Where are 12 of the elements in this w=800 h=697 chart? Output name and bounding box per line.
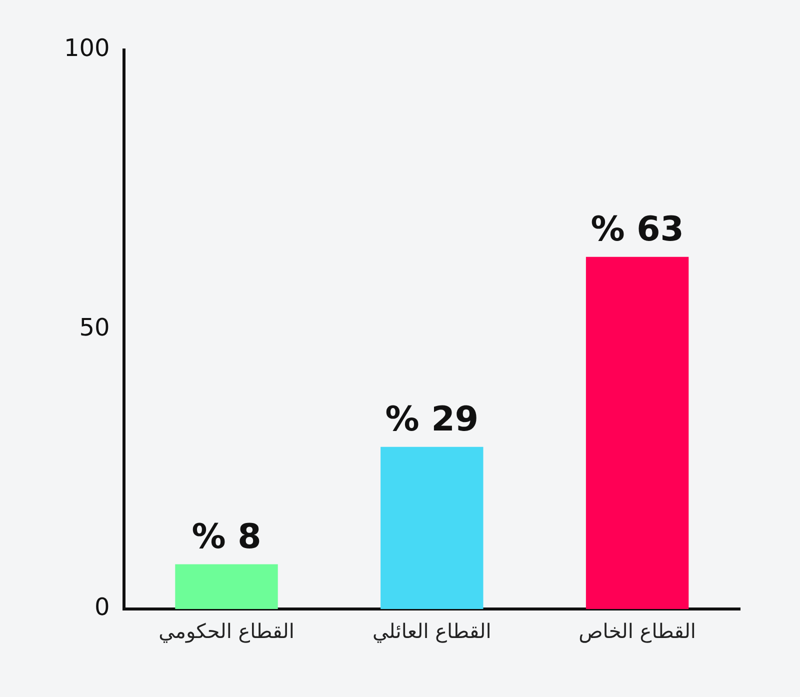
bar (380, 446, 484, 609)
y-tick-label: 100 (64, 34, 110, 62)
data-label: % 29 (385, 400, 479, 440)
x-tick-label: القطاع الحكومي (158, 619, 294, 644)
bar (175, 564, 278, 609)
bar (586, 256, 689, 609)
data-label: % 63 (590, 210, 684, 250)
x-tick-label: القطاع العائلي (372, 619, 492, 644)
y-tick-label: 50 (79, 314, 110, 342)
x-tick-label: القطاع الخاص (578, 619, 696, 644)
y-tick-label: 0 (94, 593, 110, 622)
data-label: % 8 (192, 517, 262, 558)
